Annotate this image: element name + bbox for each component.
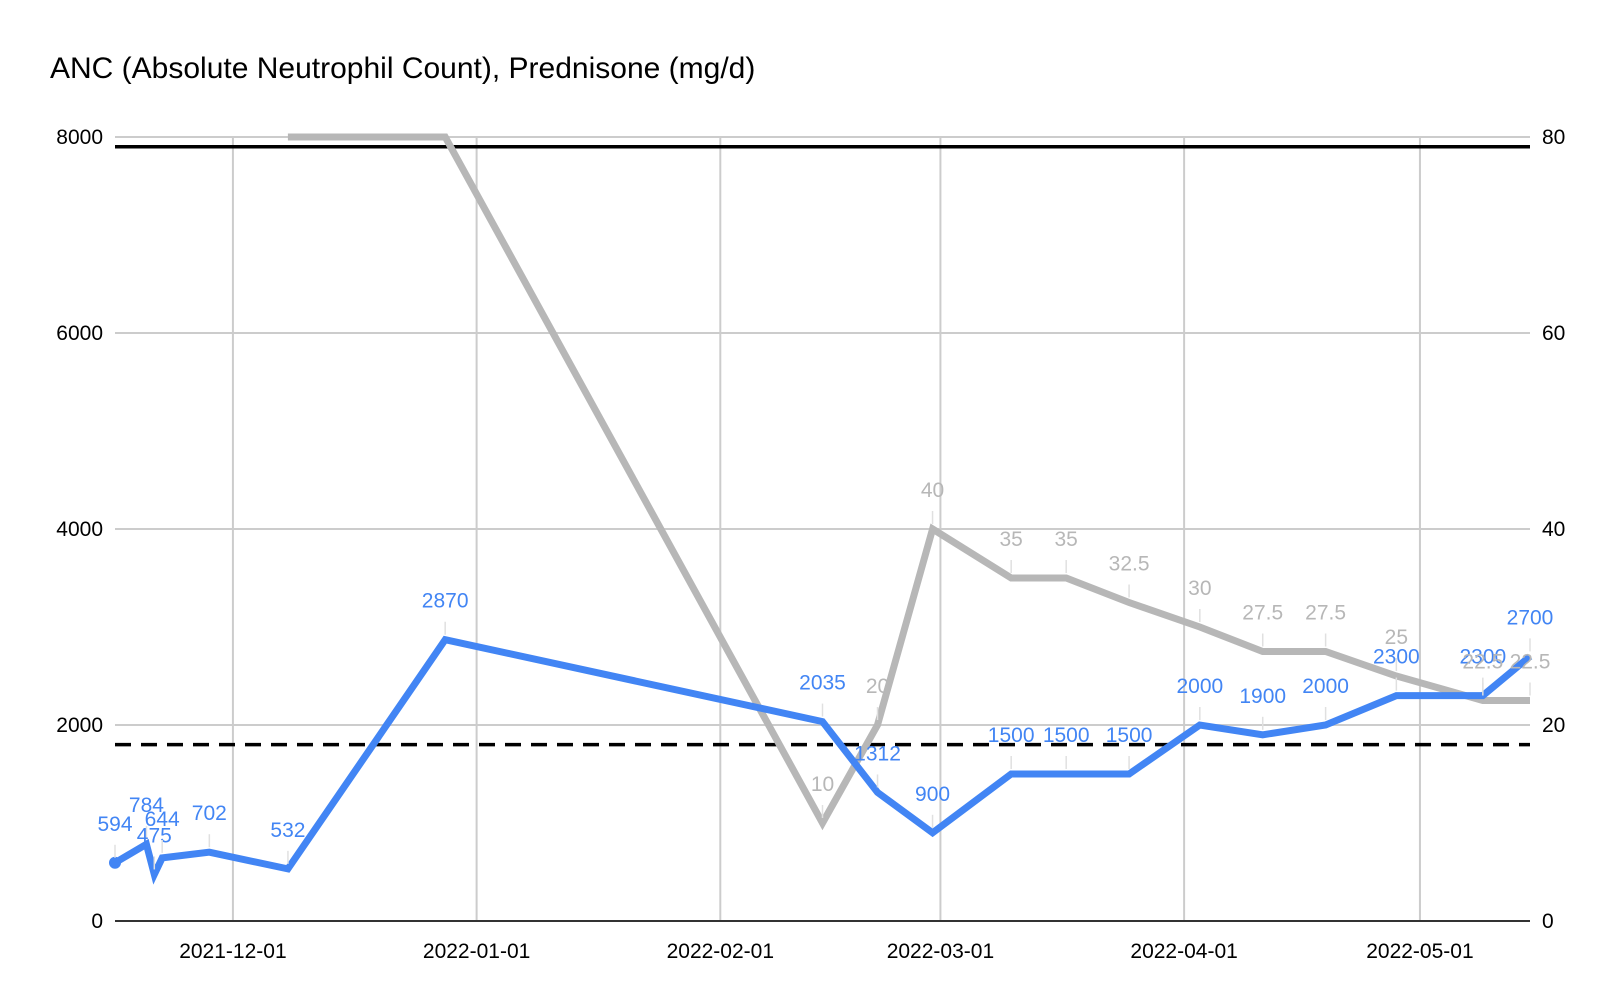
x-tick-label: 2022-04-01 xyxy=(1130,940,1237,963)
prednisone-data-label: 35 xyxy=(1055,528,1078,551)
anc-data-label: 1500 xyxy=(988,724,1035,747)
y-tick-label-right: 20 xyxy=(1542,714,1565,737)
prednisone-data-label: 27.5 xyxy=(1305,602,1346,625)
anc-data-label: 1312 xyxy=(854,742,901,765)
prednisone-data-label: 22.5 xyxy=(1462,651,1503,674)
anc-series-line xyxy=(113,635,1533,885)
anc-data-label: 2035 xyxy=(799,672,846,695)
anc-data-label: 2000 xyxy=(1302,675,1349,698)
anc-data-label: 784 xyxy=(129,794,164,817)
anc-data-label: 2300 xyxy=(1459,646,1506,669)
anc-data-label: 644 xyxy=(145,808,180,831)
gridlines xyxy=(115,136,1530,921)
y-tick-label-left: 0 xyxy=(91,910,103,933)
y-tick-label-right: 80 xyxy=(1542,126,1565,149)
prednisone-data-label: 40 xyxy=(921,479,944,502)
prednisone-data-label: 20 xyxy=(866,675,889,698)
y-tick-label-right: 60 xyxy=(1542,322,1565,345)
anc-data-label: 1500 xyxy=(1106,724,1153,747)
prednisone-data-label: 30 xyxy=(1188,577,1211,600)
anc-data-label: 1500 xyxy=(1043,724,1090,747)
x-tick-label: 2021-12-01 xyxy=(179,940,286,963)
prednisone-data-label: 10 xyxy=(811,773,834,796)
anc-data-label: 1900 xyxy=(1239,685,1286,708)
anc-data-label: 594 xyxy=(97,813,132,836)
anc-data-label: 2700 xyxy=(1507,606,1554,629)
anc-data-label: 2300 xyxy=(1373,646,1420,669)
x-tick-label: 2022-03-01 xyxy=(887,940,994,963)
anc-data-label: 532 xyxy=(270,819,305,842)
y-tick-label-left: 2000 xyxy=(56,714,103,737)
reference-lines xyxy=(115,145,1530,747)
anc-start-point xyxy=(109,856,121,869)
anc-data-label: 900 xyxy=(915,783,950,806)
chart-title: ANC (Absolute Neutrophil Count), Prednis… xyxy=(50,52,756,85)
y-tick-label-left: 4000 xyxy=(56,518,103,541)
prednisone-series-line xyxy=(287,133,1530,831)
y-tick-label-left: 8000 xyxy=(56,126,103,149)
prednisone-data-label: 32.5 xyxy=(1109,553,1150,576)
prednisone-data-label: 25 xyxy=(1385,626,1408,649)
prednisone-data-label: 22.5 xyxy=(1510,651,1551,674)
anc-data-label: 2000 xyxy=(1176,675,1223,698)
series-lines xyxy=(109,133,1533,885)
anc-data-label: 2870 xyxy=(422,590,469,613)
x-tick-label: 2022-05-01 xyxy=(1366,940,1473,963)
y-tick-label-left: 6000 xyxy=(56,322,103,345)
anc-data-label: 475 xyxy=(137,824,172,847)
x-tick-label: 2022-02-01 xyxy=(667,940,774,963)
y-tick-label-right: 40 xyxy=(1542,518,1565,541)
prednisone-data-label: 27.5 xyxy=(1242,602,1283,625)
anc-data-label: 702 xyxy=(192,802,227,825)
y-tick-label-right: 0 xyxy=(1542,910,1554,933)
prednisone-data-label: 35 xyxy=(999,528,1022,551)
x-tick-label: 2022-01-01 xyxy=(423,940,530,963)
